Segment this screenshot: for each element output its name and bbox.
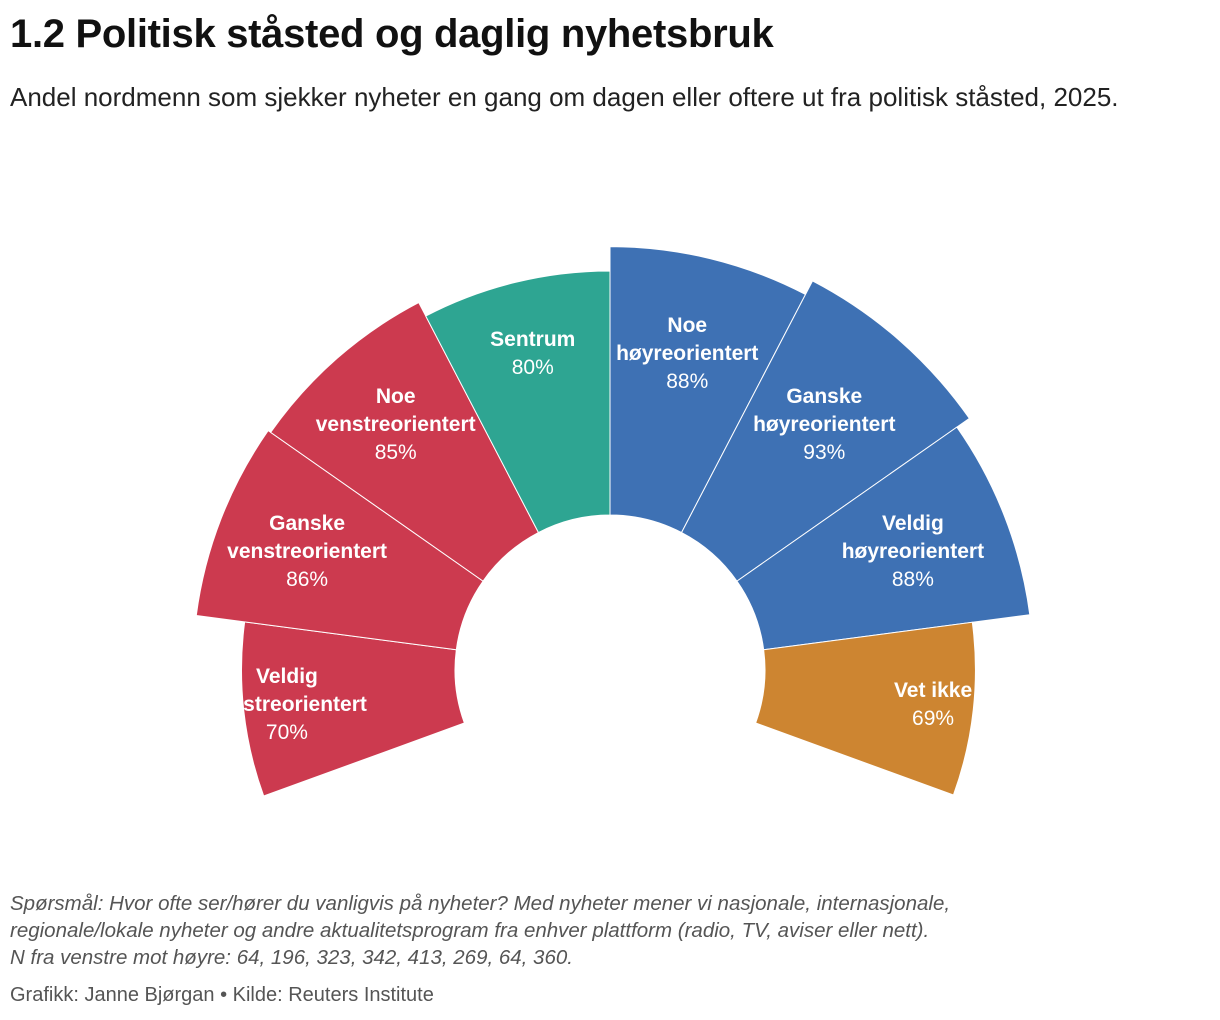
value-label: 69% — [912, 707, 954, 730]
category-label: høyreorientert — [753, 413, 895, 436]
value-label: 93% — [803, 441, 845, 464]
value-label: 85% — [375, 441, 417, 464]
category-label: Ganske — [269, 512, 345, 535]
category-label: venstreorientert — [207, 693, 367, 716]
slice-5 — [609, 246, 807, 534]
category-label: høyreorientert — [616, 342, 758, 365]
slice-8 — [755, 621, 976, 796]
chart-title: 1.2 Politisk ståsted og daglig nyhetsbru… — [10, 12, 774, 56]
value-label: 88% — [666, 370, 708, 393]
slice-6 — [680, 280, 971, 582]
slice-3 — [269, 301, 540, 582]
slice-1 — [241, 621, 465, 797]
note-line: regionale/lokale nyheter og andre aktual… — [10, 919, 930, 942]
note-line: Spørsmål: Hvor ofte ser/hører du vanligv… — [10, 892, 951, 915]
category-label: venstreorientert — [227, 540, 387, 563]
category-label: Veldig — [256, 665, 318, 688]
slice-4 — [425, 270, 611, 534]
note-line: N fra venstre mot høyre: 64, 196, 323, 3… — [10, 946, 573, 969]
chart-labels: Veldig venstreorientert 70% Ganske venstreor… — [207, 314, 984, 744]
category-label: Veldig — [882, 512, 944, 535]
category-label: Vet ikke — [894, 679, 972, 702]
half-donut-chart: Veldig venstreorientert 70% Ganske venstreor… — [195, 246, 1031, 797]
slice-7 — [736, 426, 1031, 651]
value-label: 80% — [512, 356, 554, 379]
value-label: 86% — [286, 568, 328, 591]
chart-slices — [195, 246, 1031, 797]
category-label: Noe — [667, 314, 707, 337]
value-label: 88% — [892, 568, 934, 591]
chart-subtitle: Andel nordmenn som sjekker nyheter en ga… — [10, 82, 1119, 112]
category-label: venstreorientert — [316, 413, 476, 436]
category-label: høyreorientert — [842, 540, 984, 563]
category-label: Noe — [376, 385, 416, 408]
chart-credit: Grafikk: Janne Bjørgan • Kilde: Reuters … — [10, 984, 434, 1006]
category-label: Ganske — [786, 385, 862, 408]
slice-2 — [195, 429, 484, 651]
value-label: 70% — [266, 721, 308, 744]
category-label: Sentrum — [490, 328, 575, 351]
chart-note: Spørsmål: Hvor ofte ser/hører du vanligv… — [10, 890, 1210, 971]
